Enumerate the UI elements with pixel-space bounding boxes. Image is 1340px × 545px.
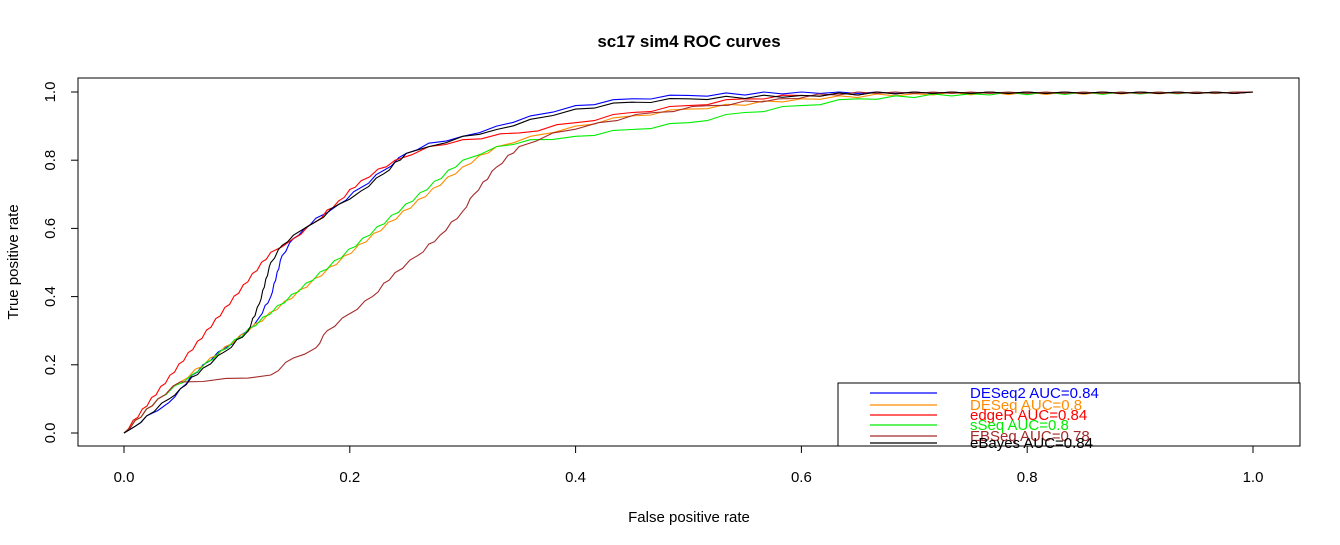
legend-label-edger: edgeR AUC=0.84 xyxy=(970,407,1087,424)
y-tick-label: 0.6 xyxy=(42,218,59,239)
y-tick-label: 0.0 xyxy=(42,423,59,444)
chart-title: sc17 sim4 ROC curves xyxy=(597,32,780,51)
x-axis: 0.0 0.2 0.4 0.6 0.8 1.0 xyxy=(114,445,1264,486)
y-tick-label: 0.2 xyxy=(42,354,59,375)
y-tick-label: 0.4 xyxy=(42,286,59,307)
y-tick-label: 0.8 xyxy=(42,150,59,171)
series-line-sseq xyxy=(123,91,1253,434)
y-axis: 0.0 0.2 0.4 0.6 0.8 1.0 xyxy=(42,82,79,444)
y-tick-label: 1.0 xyxy=(42,82,59,103)
legend-label-deseq2: DESeq2 AUC=0.84 xyxy=(970,385,1099,402)
legend-label-ebseq: EBSeq AUC=0.78 xyxy=(970,428,1090,445)
series-line-deseq2 xyxy=(123,91,1254,434)
series-line-ebseq xyxy=(123,91,1253,434)
series-line-edger xyxy=(123,91,1254,434)
legend-label-deseq: DESeq AUC=0.8 xyxy=(970,397,1082,414)
series-line-deseq xyxy=(123,91,1254,434)
x-tick-label: 0.4 xyxy=(565,469,586,486)
x-tick-label: 0.6 xyxy=(791,469,812,486)
series-line-ebayes xyxy=(123,91,1254,434)
x-tick-label: 0.8 xyxy=(1017,469,1038,486)
legend-label-ebayes: eBayes AUC=0.84 xyxy=(970,435,1093,452)
x-tick-label: 0.2 xyxy=(339,469,360,486)
series-layer xyxy=(123,91,1254,434)
x-tick-label: 0.0 xyxy=(114,469,135,486)
x-tick-label: 1.0 xyxy=(1243,469,1264,486)
y-axis-label: True positive rate xyxy=(5,204,22,319)
x-axis-label: False positive rate xyxy=(628,509,750,526)
legend-label-sseq: sSeq AUC=0.8 xyxy=(970,417,1069,434)
